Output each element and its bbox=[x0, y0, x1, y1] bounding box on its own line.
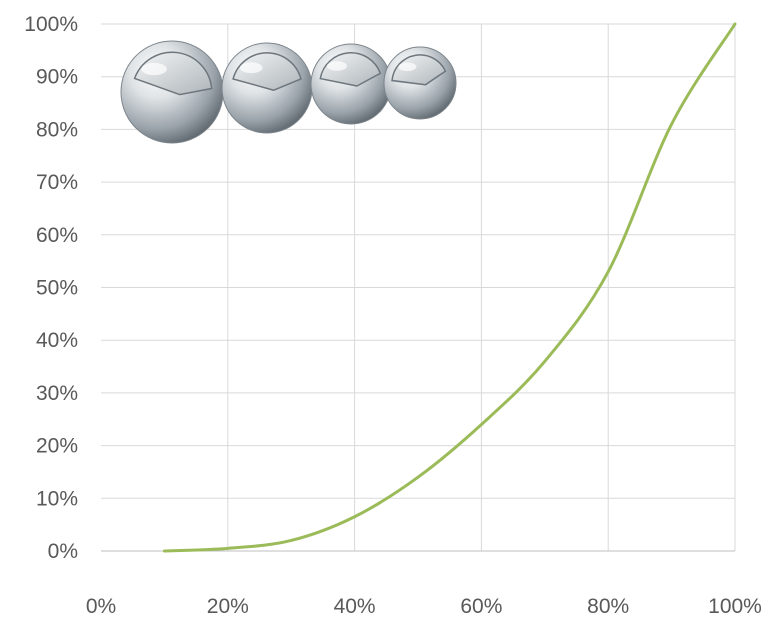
series-layer bbox=[162, 22, 737, 553]
sphere-cutaway bbox=[133, 51, 213, 96]
y-tick-label: 80% bbox=[36, 118, 78, 141]
y-tick-label: 10% bbox=[36, 487, 78, 510]
y-tick-label: 60% bbox=[36, 224, 78, 247]
y-tick-label: 30% bbox=[36, 382, 78, 405]
sphere-cutaway bbox=[319, 52, 382, 87]
sphere-cutaway bbox=[232, 52, 302, 92]
series-line-0 bbox=[162, 22, 737, 553]
sphere-cutaway bbox=[391, 54, 447, 86]
y-tick-label: 70% bbox=[36, 171, 78, 194]
y-tick-label: 40% bbox=[36, 329, 78, 352]
sphere-highlight bbox=[240, 62, 263, 74]
sphere-icon bbox=[383, 46, 457, 120]
y-tick-label: 50% bbox=[36, 277, 78, 300]
x-tick-label: 80% bbox=[587, 595, 629, 618]
sphere-highlight bbox=[398, 62, 417, 72]
x-tick-label: 100% bbox=[708, 595, 762, 618]
x-tick-label: 60% bbox=[460, 595, 502, 618]
y-tick-label: 0% bbox=[48, 540, 78, 563]
y-tick-label: 90% bbox=[36, 66, 78, 89]
sphere-icon bbox=[310, 43, 392, 125]
sphere-highlight bbox=[327, 61, 347, 71]
x-tick-label: 40% bbox=[334, 595, 376, 618]
shrinking-spheres-icon bbox=[120, 40, 457, 144]
sphere-icon bbox=[221, 42, 313, 134]
y-tick-label: 100% bbox=[24, 13, 78, 36]
tick-labels: 0% 20% 40% 60% 80% 100% 0% 10% 20% 30% 40% 50% 60% 70… bbox=[24, 13, 762, 618]
sphere-icon bbox=[120, 40, 224, 144]
x-tick-label: 0% bbox=[86, 595, 116, 618]
x-tick-label: 20% bbox=[207, 595, 249, 618]
y-tick-label: 20% bbox=[36, 435, 78, 458]
sphere-highlight bbox=[141, 62, 167, 76]
